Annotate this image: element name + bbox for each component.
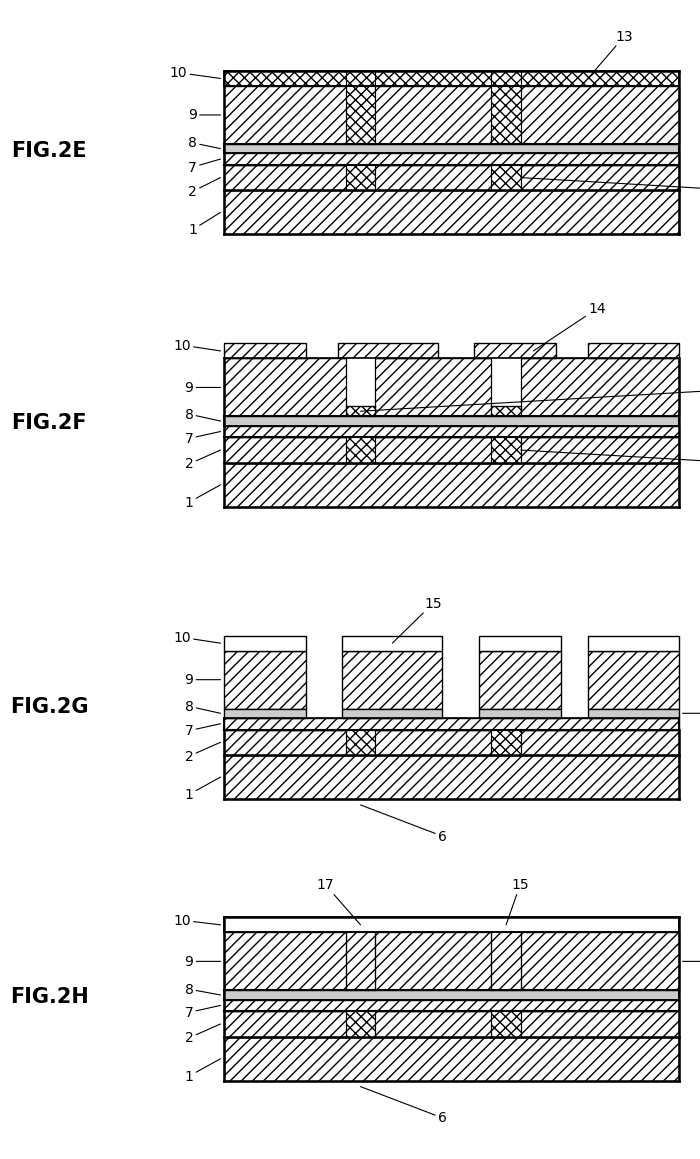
Text: 10: 10 bbox=[169, 66, 220, 80]
Text: 10: 10 bbox=[173, 630, 220, 644]
Bar bbox=[346, 407, 375, 417]
Bar bbox=[337, 344, 438, 359]
Text: 6: 6 bbox=[521, 178, 700, 197]
Bar bbox=[475, 344, 556, 359]
Text: 15: 15 bbox=[506, 879, 529, 925]
Bar bbox=[346, 933, 375, 991]
Bar bbox=[224, 87, 679, 145]
Text: FIG.2F: FIG.2F bbox=[11, 413, 87, 433]
Bar bbox=[342, 636, 442, 651]
Text: 6: 6 bbox=[360, 1087, 447, 1125]
Bar bbox=[491, 166, 521, 191]
Bar bbox=[342, 709, 442, 719]
Bar bbox=[224, 991, 679, 1000]
Bar bbox=[479, 636, 561, 651]
Bar bbox=[224, 1000, 679, 1012]
Bar bbox=[491, 407, 521, 417]
Text: 16: 16 bbox=[682, 955, 700, 969]
Bar bbox=[346, 730, 375, 756]
Bar bbox=[588, 636, 679, 651]
Text: 10: 10 bbox=[173, 338, 220, 352]
Bar bbox=[479, 651, 561, 709]
Bar bbox=[224, 145, 679, 154]
Text: 9: 9 bbox=[185, 381, 220, 395]
Bar bbox=[224, 344, 306, 359]
Bar bbox=[491, 933, 521, 991]
Bar bbox=[224, 651, 306, 709]
Bar bbox=[224, 417, 679, 427]
Bar bbox=[224, 918, 679, 933]
Text: FIG.2H: FIG.2H bbox=[10, 986, 88, 1007]
Text: 8: 8 bbox=[185, 408, 220, 422]
Bar bbox=[224, 438, 679, 464]
Bar bbox=[224, 756, 679, 800]
Bar bbox=[342, 651, 442, 709]
Bar bbox=[224, 191, 679, 235]
Text: 8: 8 bbox=[185, 983, 220, 997]
Text: 6: 6 bbox=[521, 451, 700, 469]
Bar bbox=[224, 636, 306, 651]
Text: 2: 2 bbox=[185, 743, 220, 764]
Bar bbox=[346, 359, 375, 417]
Text: 7: 7 bbox=[188, 160, 220, 175]
Text: 7: 7 bbox=[185, 1006, 220, 1020]
Text: 1: 1 bbox=[188, 213, 220, 238]
Bar bbox=[346, 166, 375, 191]
Bar bbox=[491, 933, 521, 991]
Bar bbox=[224, 427, 679, 438]
Bar bbox=[224, 719, 679, 730]
Bar bbox=[346, 87, 375, 145]
Text: 6: 6 bbox=[360, 806, 447, 844]
Text: 15: 15 bbox=[392, 597, 442, 643]
Text: 1: 1 bbox=[185, 486, 220, 510]
Text: FIG.2G: FIG.2G bbox=[10, 697, 88, 717]
Text: 1: 1 bbox=[185, 778, 220, 802]
Bar bbox=[224, 709, 306, 719]
Text: 7: 7 bbox=[185, 432, 220, 446]
Text: FIG.2E: FIG.2E bbox=[11, 140, 87, 161]
Text: 1: 1 bbox=[185, 1059, 220, 1084]
Text: 13: 13 bbox=[360, 384, 700, 411]
Text: 13: 13 bbox=[588, 30, 634, 79]
Text: 14: 14 bbox=[533, 302, 606, 351]
Bar bbox=[588, 651, 679, 709]
Bar bbox=[224, 933, 679, 991]
Text: 8: 8 bbox=[185, 700, 220, 714]
Bar bbox=[224, 72, 679, 87]
Bar bbox=[491, 359, 521, 417]
Text: 9: 9 bbox=[185, 673, 220, 687]
Text: 2: 2 bbox=[185, 1025, 220, 1045]
Bar bbox=[346, 933, 375, 991]
Bar bbox=[588, 344, 679, 359]
Bar bbox=[224, 359, 679, 417]
Bar bbox=[224, 145, 679, 154]
Bar bbox=[224, 154, 679, 166]
Text: 7: 7 bbox=[185, 724, 220, 738]
Bar bbox=[224, 1012, 679, 1037]
Text: 2: 2 bbox=[188, 178, 220, 199]
Text: 10: 10 bbox=[173, 913, 220, 927]
Bar bbox=[491, 730, 521, 756]
Bar bbox=[346, 438, 375, 464]
Text: 9: 9 bbox=[185, 955, 220, 969]
Text: 9: 9 bbox=[188, 109, 220, 123]
Text: 12: 12 bbox=[682, 707, 700, 721]
Bar bbox=[224, 730, 679, 756]
Bar bbox=[224, 464, 679, 508]
Bar bbox=[491, 87, 521, 145]
Bar bbox=[224, 166, 679, 191]
Text: 8: 8 bbox=[188, 137, 220, 151]
Bar bbox=[588, 709, 679, 719]
Text: 2: 2 bbox=[185, 451, 220, 472]
Bar bbox=[346, 1012, 375, 1037]
Bar bbox=[479, 709, 561, 719]
Bar bbox=[491, 1012, 521, 1037]
Bar bbox=[491, 438, 521, 464]
Bar bbox=[224, 1037, 679, 1081]
Text: 17: 17 bbox=[316, 879, 361, 925]
